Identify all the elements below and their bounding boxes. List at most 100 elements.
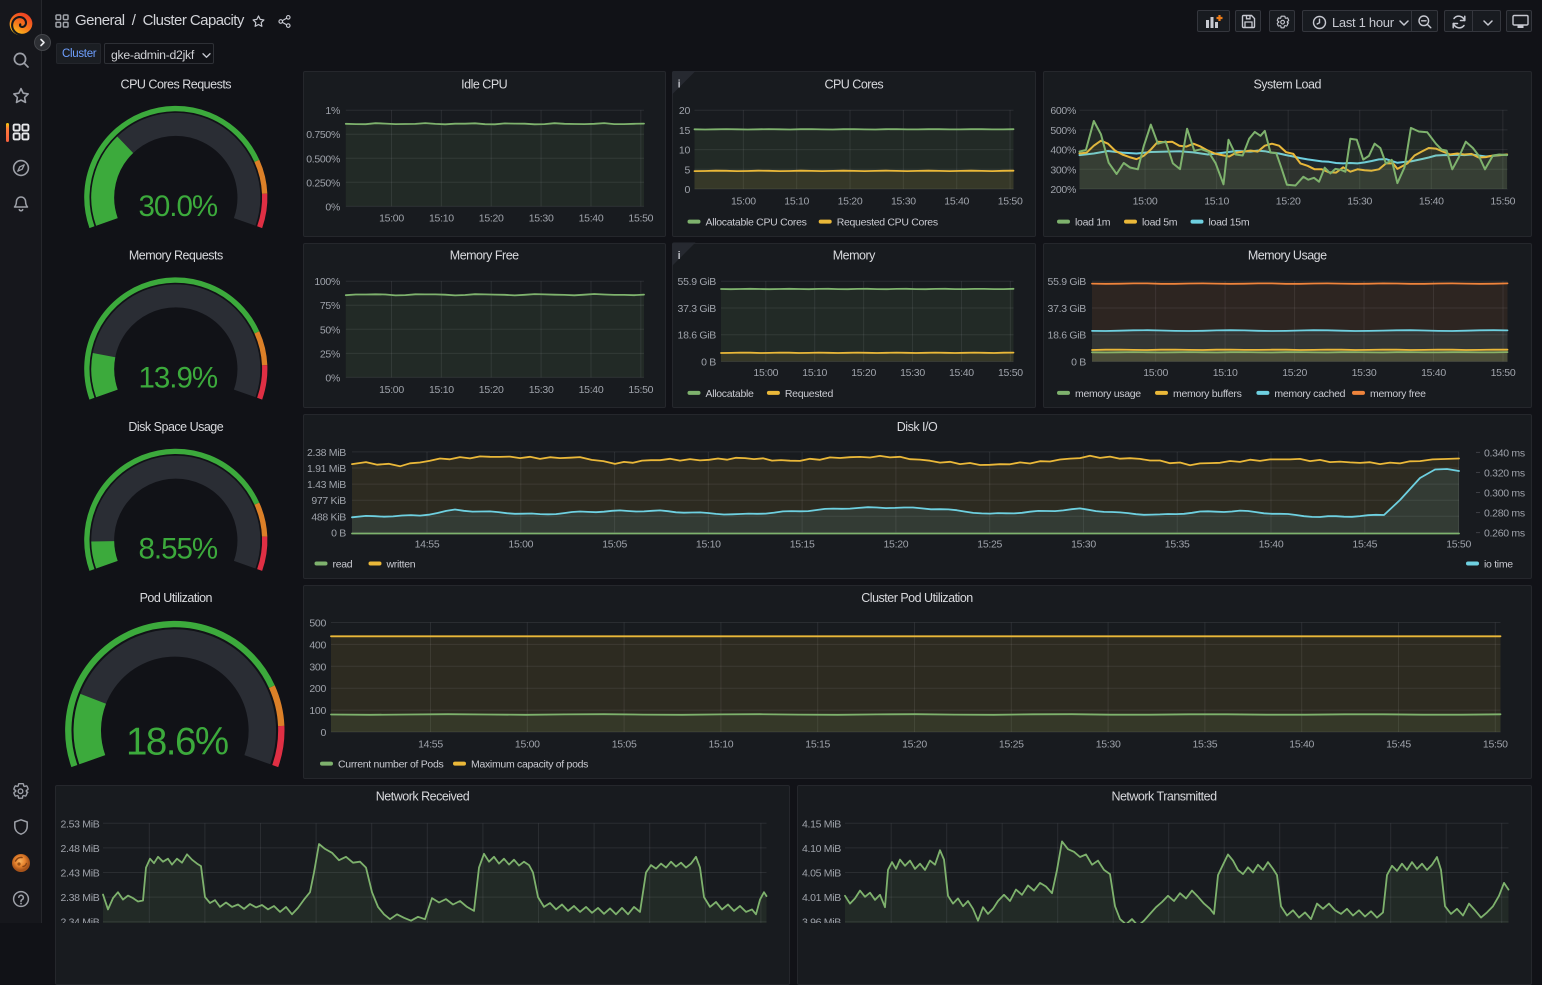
svg-text:2.38 MiB: 2.38 MiB <box>307 447 346 459</box>
svg-text:30.0%: 30.0% <box>138 190 217 223</box>
svg-text:15:50: 15:50 <box>1491 367 1516 379</box>
svg-text:io time: io time <box>1484 559 1513 571</box>
svg-text:0.320 ms: 0.320 ms <box>1484 467 1525 479</box>
svg-text:18.6%: 18.6% <box>126 720 228 763</box>
svg-text:Memory: Memory <box>833 248 876 262</box>
svg-text:0%: 0% <box>325 372 340 384</box>
svg-text:15:00: 15:00 <box>379 213 404 225</box>
svg-text:15:10: 15:10 <box>784 195 809 207</box>
svg-text:15:20: 15:20 <box>838 195 863 207</box>
svg-text:10: 10 <box>679 145 691 157</box>
svg-text:25%: 25% <box>320 348 340 360</box>
svg-text:5: 5 <box>684 164 690 176</box>
svg-text:Requested CPU Cores: Requested CPU Cores <box>837 217 938 229</box>
svg-text:Memory Usage: Memory Usage <box>1248 248 1327 262</box>
svg-text:Requested: Requested <box>785 388 834 400</box>
svg-text:13.9%: 13.9% <box>138 361 217 394</box>
svg-text:15:00: 15:00 <box>515 739 540 751</box>
svg-text:15:25: 15:25 <box>999 739 1024 751</box>
svg-text:15:30: 15:30 <box>529 213 554 225</box>
svg-text:15:30: 15:30 <box>1096 739 1121 751</box>
svg-text:55.9 GiB: 55.9 GiB <box>678 276 717 288</box>
svg-text:15:15: 15:15 <box>790 539 815 551</box>
svg-text:15:20: 15:20 <box>902 739 927 751</box>
svg-text:15:20: 15:20 <box>851 367 876 379</box>
svg-text:memory free: memory free <box>1370 388 1426 400</box>
svg-text:15:30: 15:30 <box>1071 539 1096 551</box>
svg-text:400%: 400% <box>1050 145 1076 157</box>
svg-text:4.10 MiB: 4.10 MiB <box>802 843 841 855</box>
svg-text:2.48 MiB: 2.48 MiB <box>60 843 99 855</box>
svg-text:2.38 MiB: 2.38 MiB <box>60 892 99 904</box>
svg-text:15:10: 15:10 <box>429 384 454 396</box>
svg-text:18.6 GiB: 18.6 GiB <box>678 330 717 342</box>
svg-text:15:50: 15:50 <box>1490 195 1515 207</box>
svg-text:0.280 ms: 0.280 ms <box>1484 508 1525 520</box>
svg-text:15:00: 15:00 <box>753 367 778 379</box>
svg-text:14:55: 14:55 <box>415 539 440 551</box>
svg-text:200: 200 <box>309 683 326 695</box>
svg-text:75%: 75% <box>320 300 340 312</box>
svg-text:load 5m: load 5m <box>1142 217 1178 229</box>
svg-text:15:40: 15:40 <box>944 195 969 207</box>
svg-text:15:30: 15:30 <box>891 195 916 207</box>
svg-text:14:55: 14:55 <box>418 739 443 751</box>
svg-text:15:00: 15:00 <box>731 195 756 207</box>
svg-text:15:15: 15:15 <box>805 739 830 751</box>
svg-text:500%: 500% <box>1050 125 1076 137</box>
svg-text:15:10: 15:10 <box>802 367 827 379</box>
svg-text:Cluster Pod Utilization: Cluster Pod Utilization <box>861 591 973 605</box>
svg-text:15:45: 15:45 <box>1386 739 1411 751</box>
svg-text:400: 400 <box>309 639 326 651</box>
svg-text:memory buffers: memory buffers <box>1173 388 1242 400</box>
svg-text:3.96 MiB: 3.96 MiB <box>802 917 841 923</box>
svg-text:i: i <box>678 250 681 262</box>
svg-text:4.01 MiB: 4.01 MiB <box>802 892 841 904</box>
svg-text:15:10: 15:10 <box>709 739 734 751</box>
svg-text:CPU Cores: CPU Cores <box>824 77 883 91</box>
svg-text:15:20: 15:20 <box>1282 367 1307 379</box>
svg-text:Allocatable: Allocatable <box>706 388 755 400</box>
svg-text:600%: 600% <box>1050 105 1076 117</box>
svg-text:4.15 MiB: 4.15 MiB <box>802 818 841 830</box>
svg-text:read: read <box>333 559 353 571</box>
svg-text:0.300 ms: 0.300 ms <box>1484 488 1525 500</box>
svg-text:Idle CPU: Idle CPU <box>461 77 507 91</box>
svg-text:0: 0 <box>684 184 690 196</box>
svg-text:15:50: 15:50 <box>628 213 653 225</box>
svg-text:Memory Requests: Memory Requests <box>129 248 223 262</box>
svg-text:15:05: 15:05 <box>602 539 627 551</box>
svg-text:37.3 GiB: 37.3 GiB <box>1048 303 1087 315</box>
svg-text:15:40: 15:40 <box>579 213 604 225</box>
svg-text:15:40: 15:40 <box>1289 739 1314 751</box>
svg-text:2.53 MiB: 2.53 MiB <box>60 818 99 830</box>
svg-text:0 B: 0 B <box>1071 357 1086 369</box>
svg-text:0 B: 0 B <box>701 357 716 369</box>
svg-text:15:20: 15:20 <box>479 384 504 396</box>
svg-text:15:35: 15:35 <box>1193 739 1218 751</box>
svg-text:load 15m: load 15m <box>1209 217 1250 229</box>
svg-text:Disk I/O: Disk I/O <box>897 420 938 434</box>
svg-text:0 B: 0 B <box>331 527 346 539</box>
svg-text:15:35: 15:35 <box>1165 539 1190 551</box>
svg-text:8.55%: 8.55% <box>138 533 217 566</box>
svg-text:2.34 MiB: 2.34 MiB <box>60 917 99 923</box>
svg-text:0: 0 <box>320 727 326 739</box>
svg-text:100: 100 <box>309 705 326 717</box>
svg-text:100%: 100% <box>314 276 340 288</box>
svg-text:Pod Utilization: Pod Utilization <box>140 591 213 605</box>
svg-text:977 KiB: 977 KiB <box>311 495 346 507</box>
svg-text:15:30: 15:30 <box>1352 367 1377 379</box>
svg-text:Disk Space Usage: Disk Space Usage <box>128 420 223 434</box>
svg-text:15:25: 15:25 <box>977 539 1002 551</box>
svg-text:1.43 MiB: 1.43 MiB <box>307 479 346 491</box>
svg-text:Network Received: Network Received <box>376 789 470 803</box>
svg-text:300%: 300% <box>1050 164 1076 176</box>
svg-text:15:50: 15:50 <box>1483 739 1508 751</box>
svg-text:15:50: 15:50 <box>998 195 1023 207</box>
svg-text:CPU Cores Requests: CPU Cores Requests <box>121 77 232 91</box>
svg-text:0.500%: 0.500% <box>306 153 340 165</box>
svg-text:15:05: 15:05 <box>612 739 637 751</box>
svg-text:15:20: 15:20 <box>1276 195 1301 207</box>
svg-text:500: 500 <box>309 618 326 630</box>
